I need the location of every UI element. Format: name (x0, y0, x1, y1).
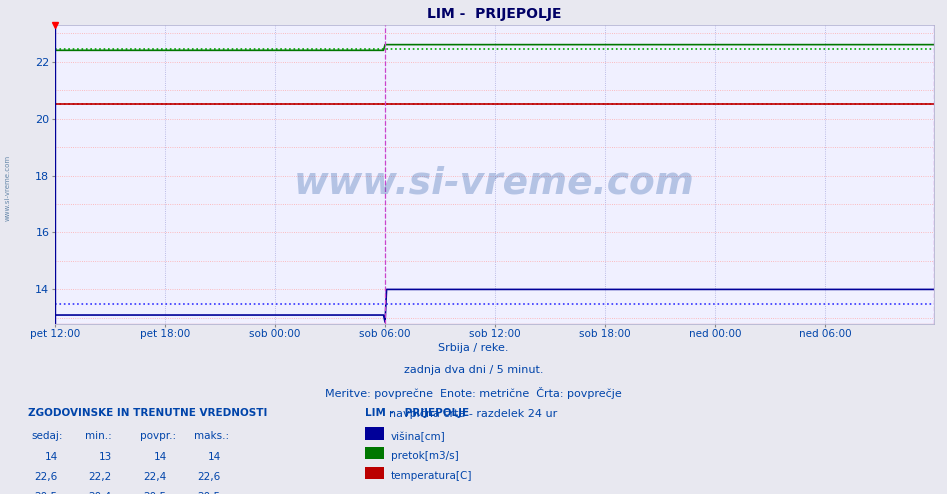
Text: temperatura[C]: temperatura[C] (391, 471, 473, 481)
Text: 22,6: 22,6 (197, 472, 221, 482)
Text: 14: 14 (153, 452, 167, 462)
Text: Srbija / reke.: Srbija / reke. (438, 343, 509, 353)
Text: 13: 13 (98, 452, 112, 462)
Title: LIM -  PRIJEPOLJE: LIM - PRIJEPOLJE (427, 7, 562, 21)
Text: 14: 14 (207, 452, 221, 462)
Text: www.si-vreme.com: www.si-vreme.com (5, 155, 10, 221)
Text: 20,4: 20,4 (89, 492, 112, 494)
Text: www.si-vreme.com: www.si-vreme.com (294, 165, 695, 201)
Text: 20,5: 20,5 (144, 492, 167, 494)
Text: 20,5: 20,5 (35, 492, 58, 494)
Text: sedaj:: sedaj: (31, 431, 63, 441)
Text: 22,2: 22,2 (88, 472, 112, 482)
Text: povpr.:: povpr.: (140, 431, 176, 441)
Text: pretok[m3/s]: pretok[m3/s] (391, 451, 459, 461)
Text: 22,4: 22,4 (143, 472, 167, 482)
Text: 14: 14 (45, 452, 58, 462)
Text: 20,5: 20,5 (198, 492, 221, 494)
Text: min.:: min.: (85, 431, 112, 441)
Text: zadnja dva dni / 5 minut.: zadnja dva dni / 5 minut. (403, 365, 544, 375)
Text: maks.:: maks.: (194, 431, 229, 441)
Text: višina[cm]: višina[cm] (391, 431, 446, 442)
Text: Meritve: povprečne  Enote: metrične  Črta: povprečje: Meritve: povprečne Enote: metrične Črta:… (325, 387, 622, 399)
Text: navpična črta - razdelek 24 ur: navpična črta - razdelek 24 ur (389, 409, 558, 419)
Text: ZGODOVINSKE IN TRENUTNE VREDNOSTI: ZGODOVINSKE IN TRENUTNE VREDNOSTI (28, 408, 268, 417)
Text: LIM -   PRIJEPOLJE: LIM - PRIJEPOLJE (365, 408, 469, 417)
Text: 22,6: 22,6 (34, 472, 58, 482)
